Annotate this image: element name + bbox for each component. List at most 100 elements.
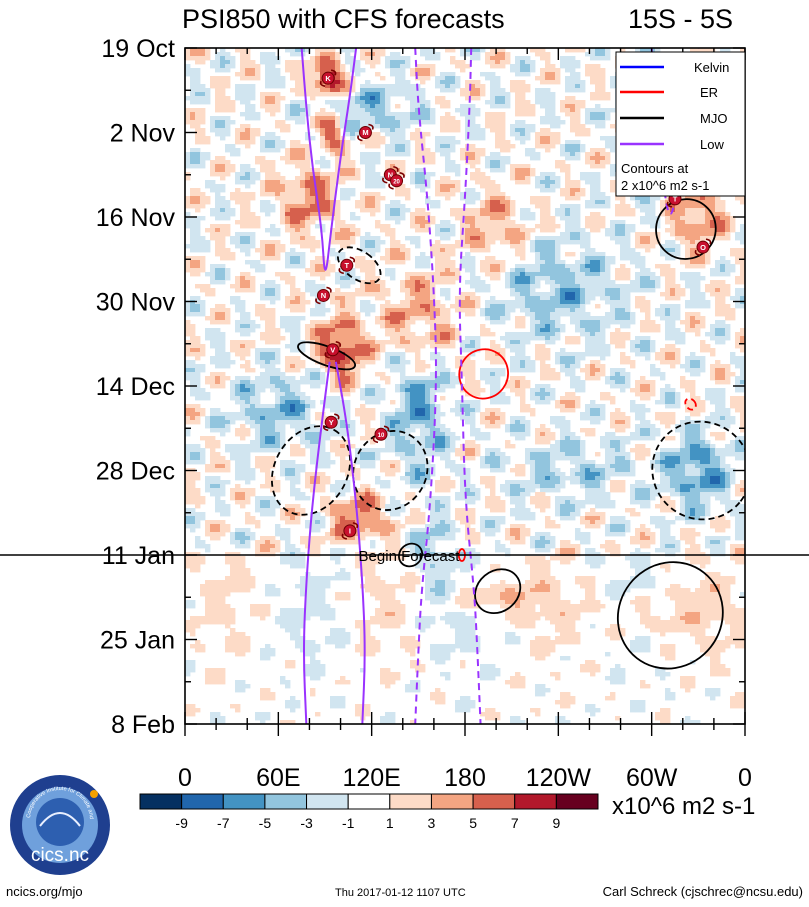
heatmap-cell-1-12: [245, 52, 251, 57]
heatmap-cell-2-77: [570, 56, 576, 61]
heatmap-cell-8-31: [340, 80, 346, 85]
heatmap-cell-0-57: [470, 48, 476, 53]
heatmap-cell-0-81: [590, 48, 596, 53]
heatmap-cell-4-6: [215, 64, 221, 69]
heatmap-cell-17-62: [495, 116, 501, 121]
heatmap-cell-43-11: [240, 220, 246, 225]
heatmap-cell-58-16: [265, 280, 271, 285]
heatmap-cell-4-14: [255, 64, 261, 69]
heatmap-cell-35-50: [435, 188, 441, 193]
heatmap-cell-18-40: [385, 120, 391, 125]
heatmap-cell-50-44: [405, 248, 411, 253]
heatmap-cell-26-46: [415, 152, 421, 157]
heatmap-cell-11-10: [235, 92, 241, 97]
heatmap-cell-18-23: [300, 120, 306, 125]
heatmap-cell-57-82: [595, 276, 601, 281]
heatmap-cell-16-69: [530, 112, 536, 117]
heatmap-cell-26-52: [445, 152, 451, 157]
heatmap-cell-26-47: [420, 152, 426, 157]
heatmap-cell-7-14: [255, 76, 261, 81]
heatmap-cell-29-82: [595, 164, 601, 169]
heatmap-cell-37-37: [370, 196, 376, 201]
heatmap-cell-63-76: [565, 300, 571, 305]
heatmap-cell-13-64: [505, 100, 511, 105]
heatmap-cell-29-81: [590, 164, 596, 169]
heatmap-cell-50-38: [375, 248, 381, 253]
heatmap-cell-20-72: [545, 128, 551, 133]
heatmap-cell-28-8: [225, 160, 231, 165]
heatmap-cell-8-81: [590, 80, 596, 85]
heatmap-cell-27-22: [295, 156, 301, 161]
heatmap-cell-62-16: [265, 296, 271, 301]
heatmap-cell-39-1: [190, 204, 196, 209]
heatmap-cell-2-9: [230, 56, 236, 61]
heatmap-cell-41-68: [525, 212, 531, 217]
heatmap-cell-45-27: [320, 228, 326, 233]
heatmap-cell-19-73: [550, 124, 556, 129]
heatmap-cell-35-20: [285, 188, 291, 193]
heatmap-cell-10-38: [375, 88, 381, 93]
heatmap-cell-32-33: [350, 176, 356, 181]
heatmap-cell-47-63: [500, 236, 506, 241]
heatmap-cell-14-37: [370, 104, 376, 109]
heatmap-cell-21-73: [550, 132, 556, 137]
heatmap-cell-43-22: [295, 220, 301, 225]
heatmap-cell-56-74: [555, 272, 561, 277]
heatmap-cell-1-84: [605, 52, 611, 57]
heatmap-cell-33-20: [285, 180, 291, 185]
heatmap-cell-27-3: [200, 156, 206, 161]
heatmap-cell-45-73: [550, 228, 556, 233]
heatmap-cell-48-54: [455, 240, 461, 245]
heatmap-cell-53-46: [415, 260, 421, 265]
heatmap-cell-42-14: [255, 216, 261, 221]
heatmap-cell-67-62: [495, 316, 501, 321]
heatmap-cell-15-1: [190, 108, 196, 113]
heatmap-cell-49-10: [235, 244, 241, 249]
heatmap-cell-25-83: [600, 148, 606, 153]
heatmap-cell-47-91: [640, 236, 646, 241]
heatmap-cell-64-7: [220, 304, 226, 309]
heatmap-cell-41-37: [370, 212, 376, 217]
heatmap-cell-30-6: [215, 168, 221, 173]
heatmap-cell-53-21: [290, 260, 296, 265]
heatmap-cell-56-91: [640, 272, 646, 277]
heatmap-cell-19-39: [380, 124, 386, 129]
heatmap-cell-3-8: [225, 60, 231, 65]
heatmap-cell-28-84: [605, 160, 611, 165]
heatmap-cell-50-80: [585, 248, 591, 253]
heatmap-cell-25-78: [575, 148, 581, 153]
heatmap-cell-14-71: [540, 104, 546, 109]
heatmap-cell-4-13: [250, 64, 256, 69]
heatmap-cell-27-19: [280, 156, 286, 161]
heatmap-cell-23-77: [570, 140, 576, 145]
heatmap-cell-51-71: [540, 252, 546, 257]
heatmap-cell-26-1: [190, 152, 196, 157]
heatmap-cell-63-60: [485, 300, 491, 305]
heatmap-cell-13-11: [240, 100, 246, 105]
heatmap-cell-6-34: [355, 72, 361, 77]
heatmap-cell-52-97: [670, 256, 676, 261]
heatmap-cell-60-40: [385, 288, 391, 293]
heatmap-cell-37-35: [360, 196, 366, 201]
heatmap-cell-31-42: [395, 172, 401, 177]
heatmap-cell-13-63: [500, 100, 506, 105]
heatmap-cell-10-30: [335, 88, 341, 93]
heatmap-cell-56-77: [570, 272, 576, 277]
heatmap-cell-54-77: [570, 264, 576, 269]
heatmap-cell-57-90: [635, 276, 641, 281]
heatmap-cell-68-102: [695, 320, 701, 325]
heatmap-cell-8-77: [570, 80, 576, 85]
heatmap-cell-0-82: [595, 48, 601, 53]
heatmap-cell-54-46: [415, 264, 421, 269]
heatmap-cell-67-73: [550, 316, 556, 321]
heatmap-cell-43-52: [445, 220, 451, 225]
heatmap-cell-10-43: [400, 88, 406, 93]
heatmap-cell-44-50: [435, 224, 441, 229]
heatmap-cell-67-83: [600, 316, 606, 321]
heatmap-cell-61-25: [310, 292, 316, 297]
heatmap-cell-40-23: [300, 208, 306, 213]
heatmap-cell-21-78: [575, 132, 581, 137]
heatmap-cell-49-66: [515, 244, 521, 249]
heatmap-cell-53-72: [545, 260, 551, 265]
heatmap-cell-8-56: [465, 80, 471, 85]
